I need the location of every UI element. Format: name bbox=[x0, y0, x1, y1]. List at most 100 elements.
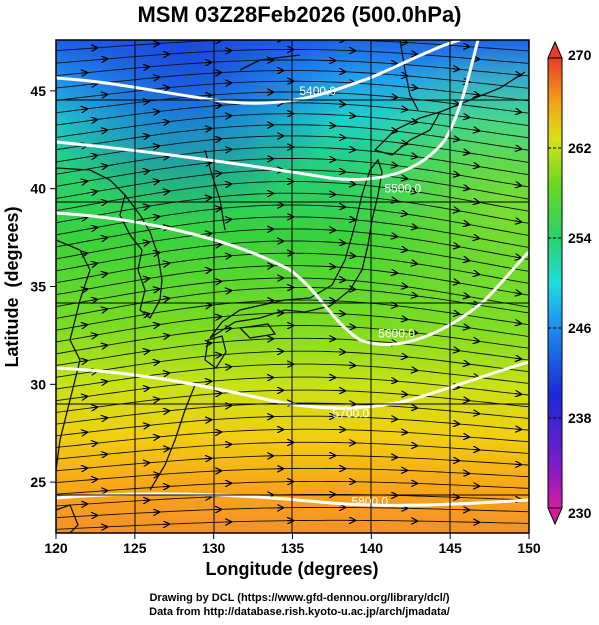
streamline-arrow bbox=[101, 238, 107, 239]
contour-label: 5600.0 bbox=[378, 326, 415, 340]
streamline-arrow bbox=[463, 152, 469, 153]
streamline-arrow bbox=[453, 350, 459, 351]
streamline-arrow bbox=[153, 77, 159, 78]
streamline-arrow bbox=[205, 233, 211, 234]
streamline-arrow bbox=[453, 282, 459, 283]
streamline-arrow bbox=[143, 206, 149, 207]
streamline-arrow bbox=[453, 246, 459, 247]
colorbar-tick-label: 230 bbox=[568, 505, 592, 521]
streamline-arrow bbox=[453, 423, 459, 424]
streamline-arrow bbox=[473, 94, 479, 95]
streamline-arrow bbox=[401, 109, 407, 110]
streamline-arrow bbox=[401, 213, 407, 214]
coastline-taiwan bbox=[56, 504, 79, 533]
streamline-arrow bbox=[163, 122, 169, 123]
streamline-arrow bbox=[391, 165, 397, 166]
streamline-arrow bbox=[515, 185, 521, 186]
streamline-arrow bbox=[215, 173, 221, 174]
streamline-arrow bbox=[391, 200, 397, 201]
contour-5700 bbox=[56, 360, 529, 410]
x-axis-ticks: 120 125 130 135 140 145 150 bbox=[44, 533, 541, 556]
streamline-arrow bbox=[225, 291, 231, 292]
streamline-arrow bbox=[473, 166, 479, 167]
contour-5500 bbox=[56, 40, 480, 181]
streamline-arrow bbox=[215, 208, 221, 209]
streamline-arrow bbox=[411, 156, 417, 157]
credit-drawing: Drawing by DCL (https://www.gfd-dennou.o… bbox=[149, 592, 450, 604]
coastline-honshu bbox=[209, 158, 383, 339]
streamline-arrow bbox=[81, 468, 87, 469]
streamline-arrow bbox=[153, 325, 159, 326]
streamline-arrow bbox=[101, 345, 107, 346]
coastline-shikoku bbox=[238, 323, 277, 339]
streamline-arrow bbox=[225, 184, 231, 185]
streamline-arrow bbox=[411, 295, 417, 296]
credit-data: Data from http://database.rish.kyoto-u.a… bbox=[149, 606, 450, 618]
streamline-arrow bbox=[225, 328, 231, 329]
streamline-arrow bbox=[391, 236, 397, 237]
streamline-arrow bbox=[163, 191, 169, 192]
coastline-ryukyu bbox=[149, 384, 196, 491]
coastline-sea bbox=[204, 54, 301, 231]
streamline-arrow bbox=[215, 317, 221, 318]
streamline-arrow bbox=[515, 358, 521, 359]
streamline-arrow bbox=[153, 362, 159, 363]
streamline-arrow bbox=[391, 305, 397, 306]
streamline-arrow bbox=[101, 454, 107, 455]
streamline-arrow bbox=[153, 181, 159, 182]
streamline-arrow bbox=[401, 178, 407, 179]
x-tick-label: 135 bbox=[281, 540, 305, 556]
streamline-arrow bbox=[215, 139, 221, 140]
streamline-arrow bbox=[163, 156, 169, 157]
coastline-continent bbox=[56, 167, 126, 471]
height-contours bbox=[56, 40, 529, 507]
streamline-arrow bbox=[153, 111, 159, 112]
contour-5400 bbox=[56, 40, 461, 105]
colorbar: 230 238 246 254 262 270 bbox=[547, 40, 592, 526]
streamline-arrow bbox=[81, 181, 87, 182]
streamline-arrow bbox=[463, 296, 469, 297]
x-tick-label: 125 bbox=[123, 540, 147, 556]
streamline-arrow bbox=[205, 305, 211, 306]
streamline-arrow bbox=[101, 94, 107, 95]
colorbar-tick-label: 254 bbox=[568, 230, 592, 246]
streamline-arrow bbox=[463, 400, 469, 401]
streamline-arrow bbox=[163, 88, 169, 89]
colorbar-ticks: 230 238 246 254 262 270 bbox=[548, 47, 592, 521]
streamline-arrow bbox=[401, 286, 407, 287]
streamline-arrow bbox=[81, 361, 87, 362]
streamline-arrow bbox=[143, 67, 149, 68]
streamline-arrow bbox=[163, 298, 169, 299]
streamline-arrow bbox=[453, 139, 459, 140]
streamline-arrow bbox=[101, 130, 107, 131]
x-tick-label: 150 bbox=[517, 540, 541, 556]
streamline-arrow bbox=[81, 325, 87, 326]
streamline-arrow bbox=[515, 221, 521, 222]
x-tick-label: 140 bbox=[360, 540, 384, 556]
streamline-arrow bbox=[81, 109, 87, 110]
streamline-arrow bbox=[81, 396, 87, 397]
streamline-arrow bbox=[515, 148, 521, 149]
colorbar-tick-label: 270 bbox=[568, 47, 592, 63]
streamline-arrow bbox=[153, 217, 159, 218]
contour-label: 5500.0 bbox=[385, 182, 422, 196]
streamline-arrow bbox=[401, 319, 407, 320]
streamline-arrow bbox=[143, 388, 149, 389]
streamline-arrow bbox=[143, 136, 149, 137]
y-axis-ticks: 25 30 35 40 45 bbox=[30, 83, 56, 490]
streamline-arrow bbox=[153, 253, 159, 254]
streamline-arrow bbox=[515, 429, 521, 430]
y-tick-label: 45 bbox=[30, 83, 46, 99]
coastline-kyushu bbox=[204, 335, 227, 369]
contour-label: 5800.0 bbox=[351, 495, 388, 509]
x-tick-label: 145 bbox=[438, 540, 462, 556]
y-tick-label: 30 bbox=[30, 376, 46, 392]
coastline-kurils bbox=[439, 71, 526, 113]
coastline-korea bbox=[119, 193, 163, 319]
streamline-arrow bbox=[411, 87, 417, 88]
streamline-arrow bbox=[143, 278, 149, 279]
streamline-arrow bbox=[101, 418, 107, 419]
streamline-arrow bbox=[225, 256, 231, 257]
streamline-arrow bbox=[215, 244, 221, 245]
colorbar-tick-label: 238 bbox=[568, 410, 592, 426]
